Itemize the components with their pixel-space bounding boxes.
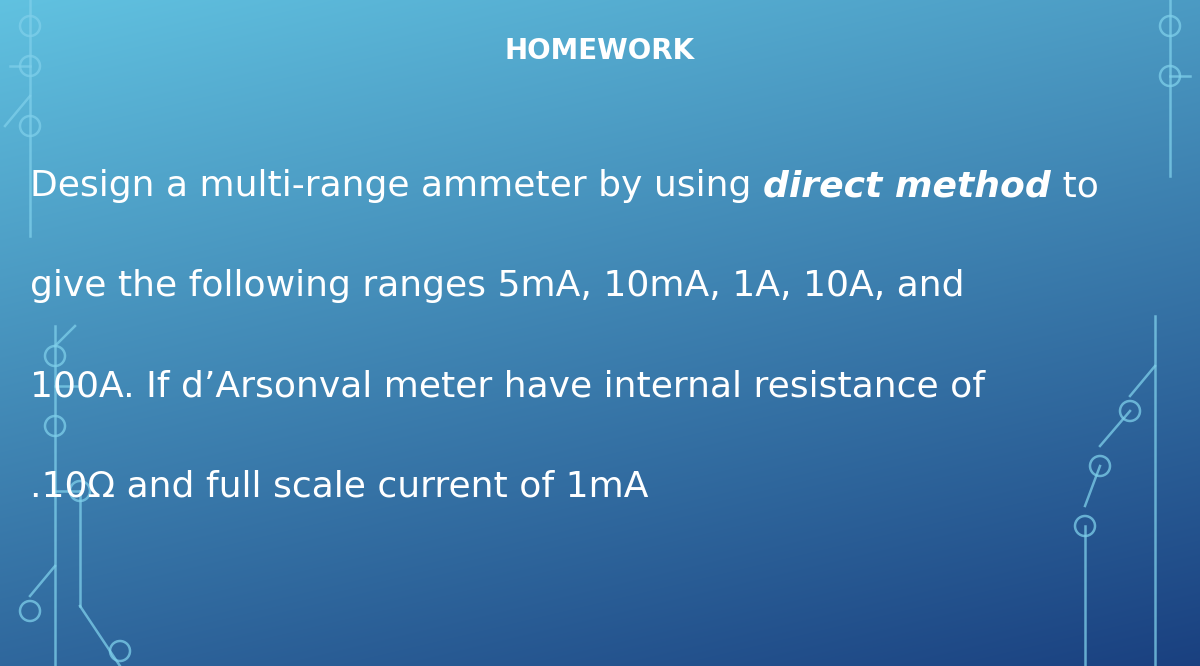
Text: Design a multi-range ammeter by using: Design a multi-range ammeter by using [30, 169, 763, 204]
Text: 100A. If d’Arsonval meter have internal resistance of: 100A. If d’Arsonval meter have internal … [30, 369, 985, 404]
Text: direct method: direct method [763, 169, 1051, 204]
Text: to: to [1051, 169, 1098, 204]
Text: .10Ω and full scale current of 1mA: .10Ω and full scale current of 1mA [30, 469, 648, 503]
Text: give the following ranges 5mA, 10mA, 1A, 10A, and: give the following ranges 5mA, 10mA, 1A,… [30, 269, 965, 304]
Text: HOMEWORK: HOMEWORK [505, 37, 695, 65]
